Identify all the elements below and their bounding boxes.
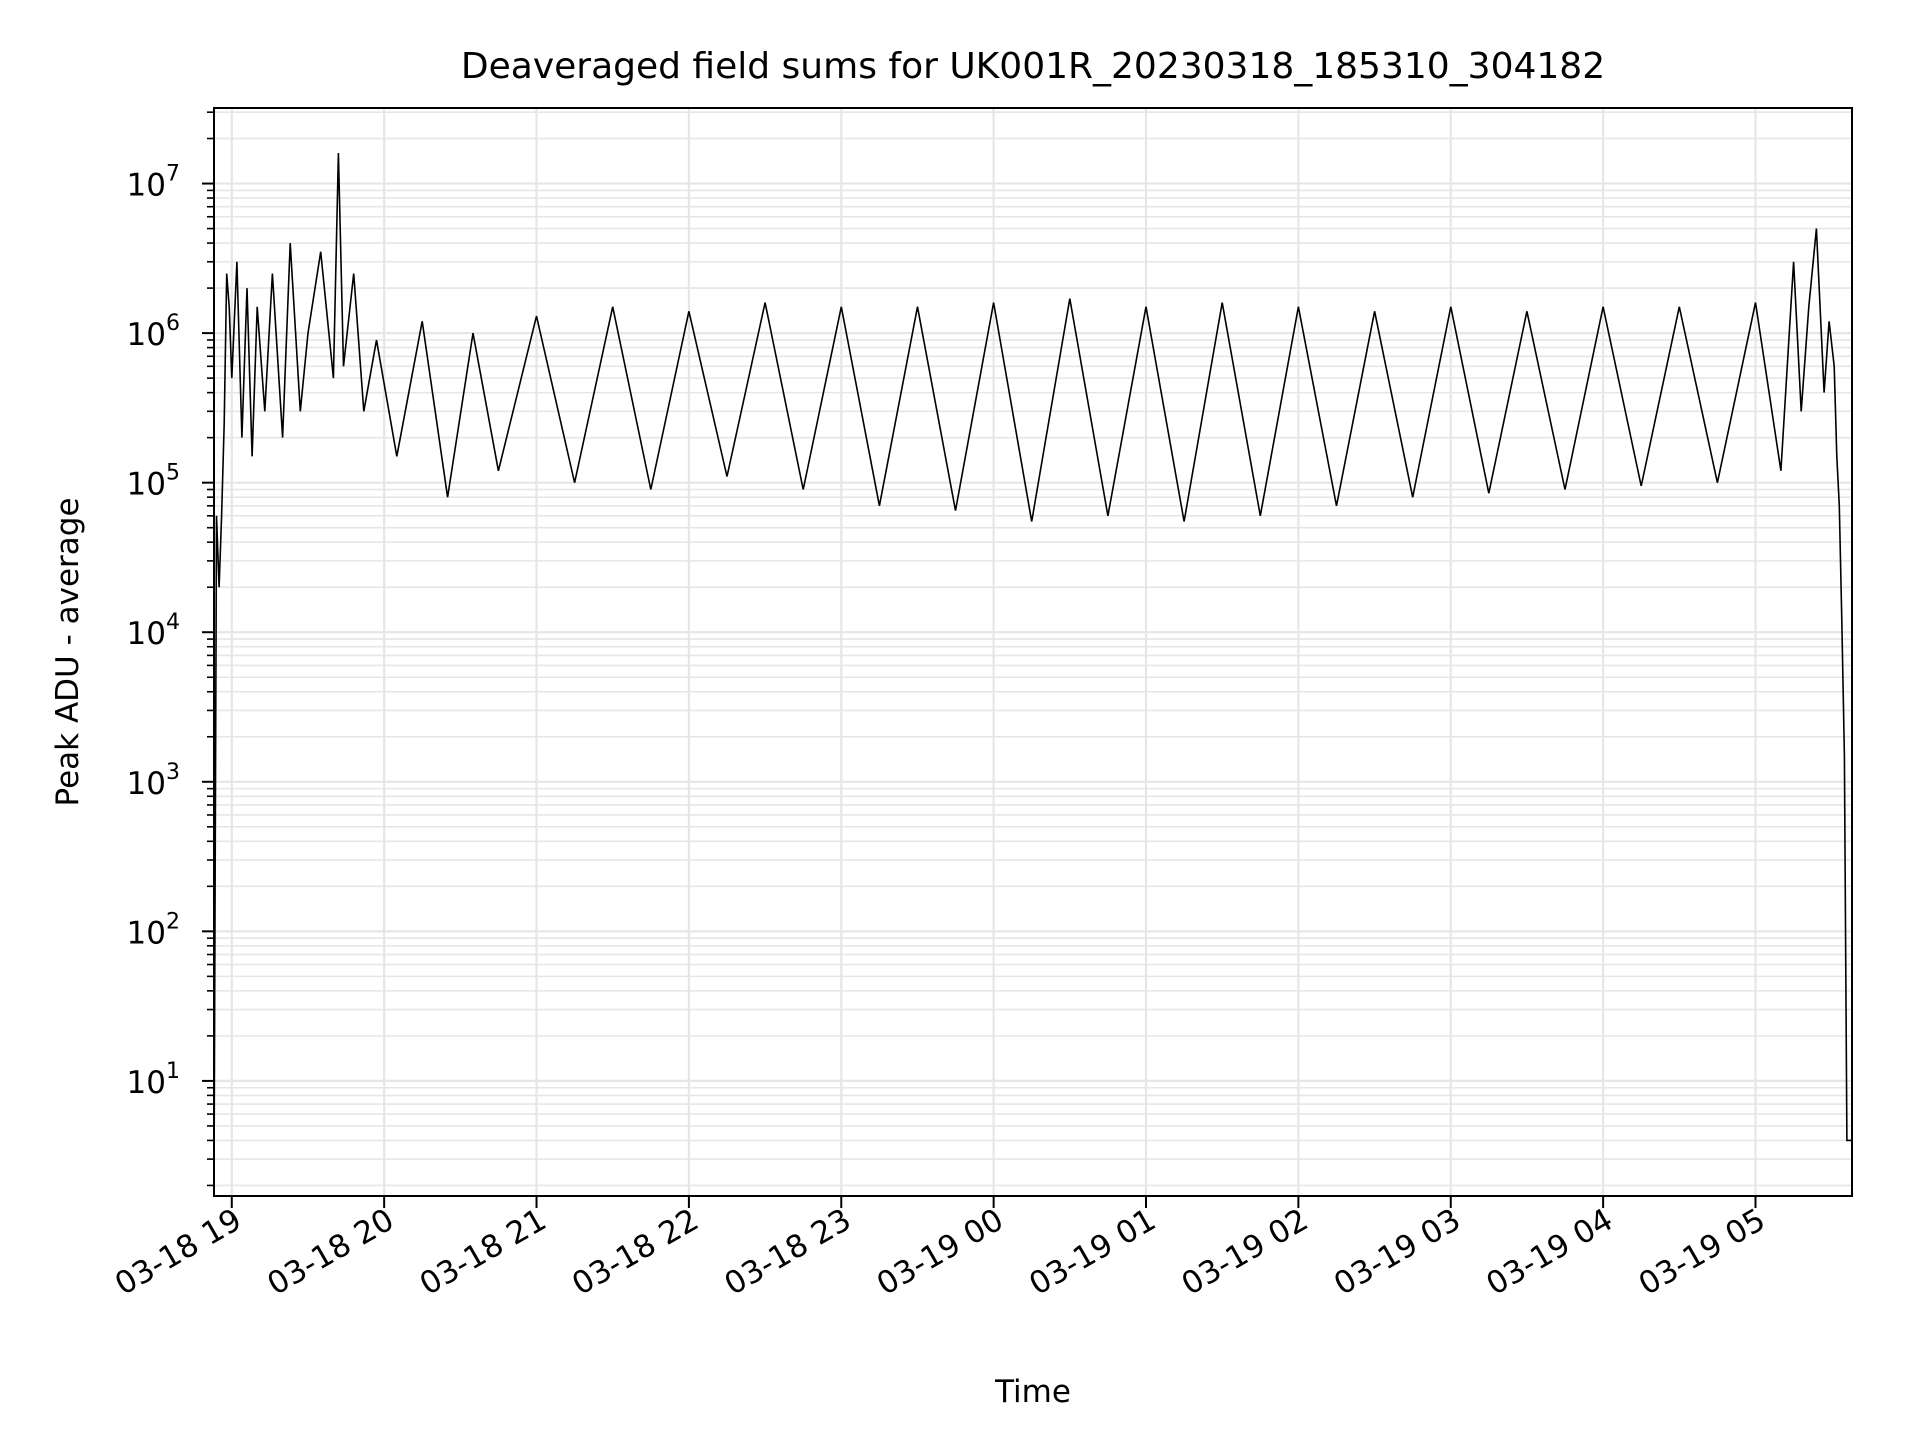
y-tick-label: 104	[127, 610, 180, 652]
grid-layer	[214, 108, 1852, 1196]
y-tick-label: 105	[127, 461, 180, 503]
x-axis-label: Time	[994, 1374, 1071, 1410]
plot-frame	[213, 107, 1853, 1197]
y-tick-label: 102	[127, 909, 180, 951]
y-tick-label: 106	[127, 311, 180, 353]
series-layer	[213, 152, 1852, 1186]
data-series-line	[213, 152, 1852, 1186]
y-tick-label: 103	[127, 760, 180, 802]
chart-title: Deaveraged field sums for UK001R_2023031…	[461, 46, 1605, 87]
y-tick-label: 107	[127, 162, 180, 204]
y-tick-label: 101	[127, 1059, 180, 1101]
y-axis-label: Peak ADU - average	[50, 497, 86, 806]
